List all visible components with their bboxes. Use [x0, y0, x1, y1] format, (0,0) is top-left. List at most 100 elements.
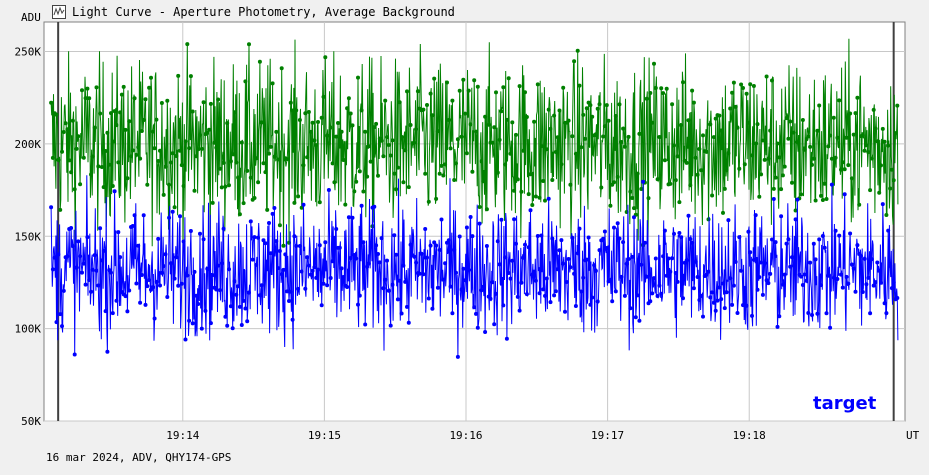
data-point: [399, 311, 404, 316]
data-point: [201, 100, 206, 105]
data-point: [866, 275, 871, 280]
data-point: [768, 128, 773, 133]
data-point: [241, 298, 246, 303]
data-point: [813, 198, 818, 203]
data-point: [379, 236, 384, 241]
data-point: [386, 143, 391, 147]
data-point: [252, 235, 257, 240]
data-point: [152, 146, 157, 151]
data-point: [839, 167, 843, 172]
data-point: [877, 268, 882, 273]
data-point: [573, 151, 578, 156]
data-point: [880, 202, 885, 207]
data-point: [463, 111, 468, 116]
data-point: [550, 178, 555, 182]
data-point: [753, 141, 758, 146]
data-point: [464, 151, 469, 156]
data-point: [201, 237, 206, 242]
data-point: [303, 111, 308, 116]
data-point: [441, 173, 446, 178]
data-point: [414, 127, 419, 132]
data-point: [394, 252, 399, 257]
data-point: [786, 136, 791, 141]
data-point: [288, 289, 293, 294]
data-point: [112, 189, 117, 194]
data-point: [581, 112, 586, 117]
data-point: [270, 211, 275, 216]
data-point: [728, 106, 733, 111]
data-point: [833, 228, 838, 233]
data-point: [343, 202, 348, 207]
data-point: [464, 225, 469, 230]
data-point: [474, 129, 478, 134]
data-point: [110, 311, 115, 316]
data-point: [70, 118, 75, 123]
data-point: [780, 282, 785, 287]
data-point: [715, 298, 720, 303]
data-point: [826, 273, 831, 278]
data-point: [50, 267, 55, 272]
data-point: [257, 293, 262, 298]
data-point: [357, 293, 362, 298]
data-point: [659, 86, 664, 91]
data-point: [147, 278, 152, 282]
data-point: [461, 77, 466, 82]
data-point: [760, 138, 765, 143]
data-point: [218, 288, 222, 293]
data-point: [639, 187, 644, 191]
data-point: [139, 273, 144, 277]
data-point: [673, 178, 678, 183]
data-point: [428, 91, 433, 96]
data-point: [243, 306, 248, 311]
data-point: [67, 158, 72, 163]
data-point: [494, 90, 498, 95]
data-point: [583, 136, 587, 141]
data-point: [348, 256, 353, 260]
data-point: [455, 137, 460, 142]
data-point: [722, 306, 727, 311]
data-point: [150, 285, 155, 290]
data-point: [777, 314, 782, 319]
data-point: [158, 283, 162, 288]
data-point: [508, 276, 513, 281]
data-point: [490, 280, 495, 285]
data-point: [813, 257, 818, 262]
data-point: [628, 189, 633, 194]
data-point: [488, 296, 493, 301]
data-point: [564, 280, 569, 284]
data-point: [731, 80, 736, 85]
data-point: [695, 172, 700, 177]
data-point: [285, 289, 290, 294]
data-point: [459, 134, 464, 139]
data-point: [541, 179, 546, 183]
data-point: [650, 120, 655, 125]
data-point: [194, 293, 199, 298]
data-point: [52, 255, 57, 260]
data-point: [688, 183, 693, 188]
data-point: [613, 289, 618, 294]
data-point: [285, 157, 290, 162]
data-point: [397, 100, 402, 105]
data-point: [570, 235, 575, 240]
data-point: [504, 336, 509, 341]
data-point: [888, 263, 893, 268]
data-point: [721, 281, 725, 286]
data-point: [94, 268, 99, 273]
data-point: [80, 88, 84, 93]
data-point: [822, 245, 827, 250]
data-point: [523, 90, 527, 95]
data-point: [889, 167, 894, 172]
data-point: [78, 182, 83, 187]
data-point: [274, 239, 279, 244]
data-point: [321, 94, 326, 99]
data-point: [862, 256, 867, 261]
data-point: [305, 155, 310, 160]
data-point: [624, 261, 629, 266]
data-point: [359, 203, 364, 208]
data-point: [817, 237, 822, 242]
data-point: [699, 294, 704, 298]
data-point: [130, 224, 135, 228]
data-point: [606, 118, 611, 123]
data-point: [54, 112, 59, 117]
data-point: [179, 163, 184, 168]
